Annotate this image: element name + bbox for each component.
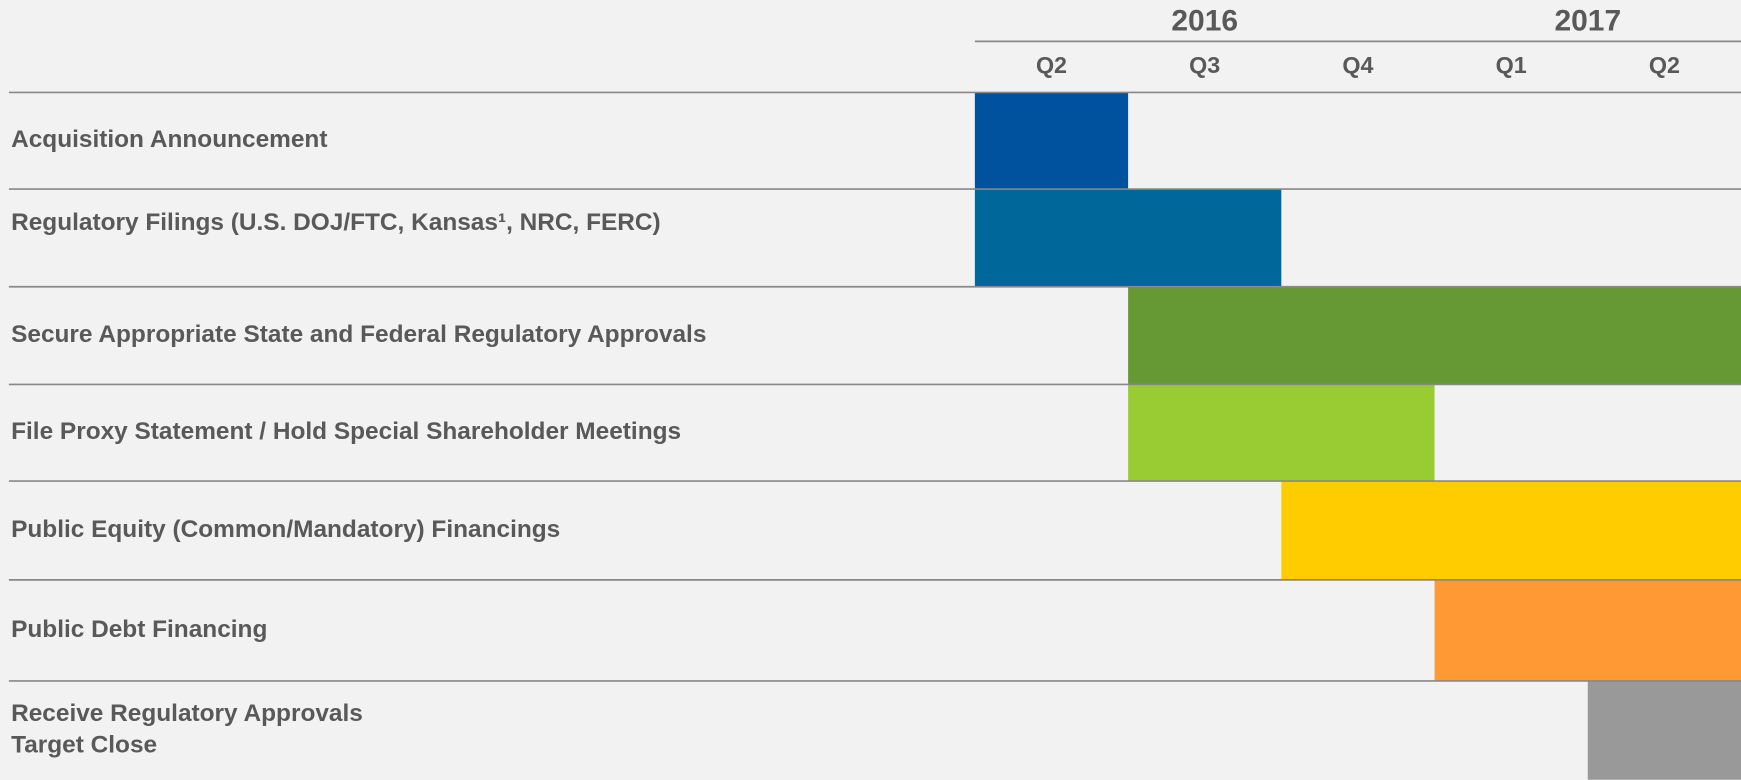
quarter-label: Q3 bbox=[1189, 52, 1220, 78]
task-bar bbox=[1128, 286, 1741, 385]
task-label: Target Close bbox=[11, 731, 157, 758]
task-bar bbox=[1434, 579, 1741, 681]
task-label: Public Debt Financing bbox=[11, 616, 267, 643]
task-bar bbox=[1587, 680, 1741, 780]
quarter-label: Q2 bbox=[1649, 52, 1680, 78]
task-label: Public Equity (Common/Mandatory) Financi… bbox=[11, 516, 560, 543]
task-bar bbox=[974, 92, 1129, 190]
task-label: File Proxy Statement / Hold Special Shar… bbox=[11, 418, 681, 445]
quarter-label: Q4 bbox=[1342, 52, 1373, 78]
year-label: 2016 bbox=[1171, 4, 1238, 37]
task-label: Regulatory Filings (U.S. DOJ/FTC, Kansas… bbox=[11, 209, 661, 236]
task-bar bbox=[1128, 384, 1435, 482]
task-label: Receive Regulatory Approvals bbox=[11, 700, 363, 727]
quarter-label: Q2 bbox=[1036, 52, 1067, 78]
year-label: 2017 bbox=[1554, 4, 1621, 37]
quarter-label: Q1 bbox=[1496, 52, 1527, 78]
task-bar bbox=[1281, 481, 1741, 580]
task-bar bbox=[974, 189, 1282, 287]
task-label: Secure Appropriate State and Federal Reg… bbox=[11, 321, 706, 348]
task-label: Acquisition Announcement bbox=[11, 126, 327, 153]
